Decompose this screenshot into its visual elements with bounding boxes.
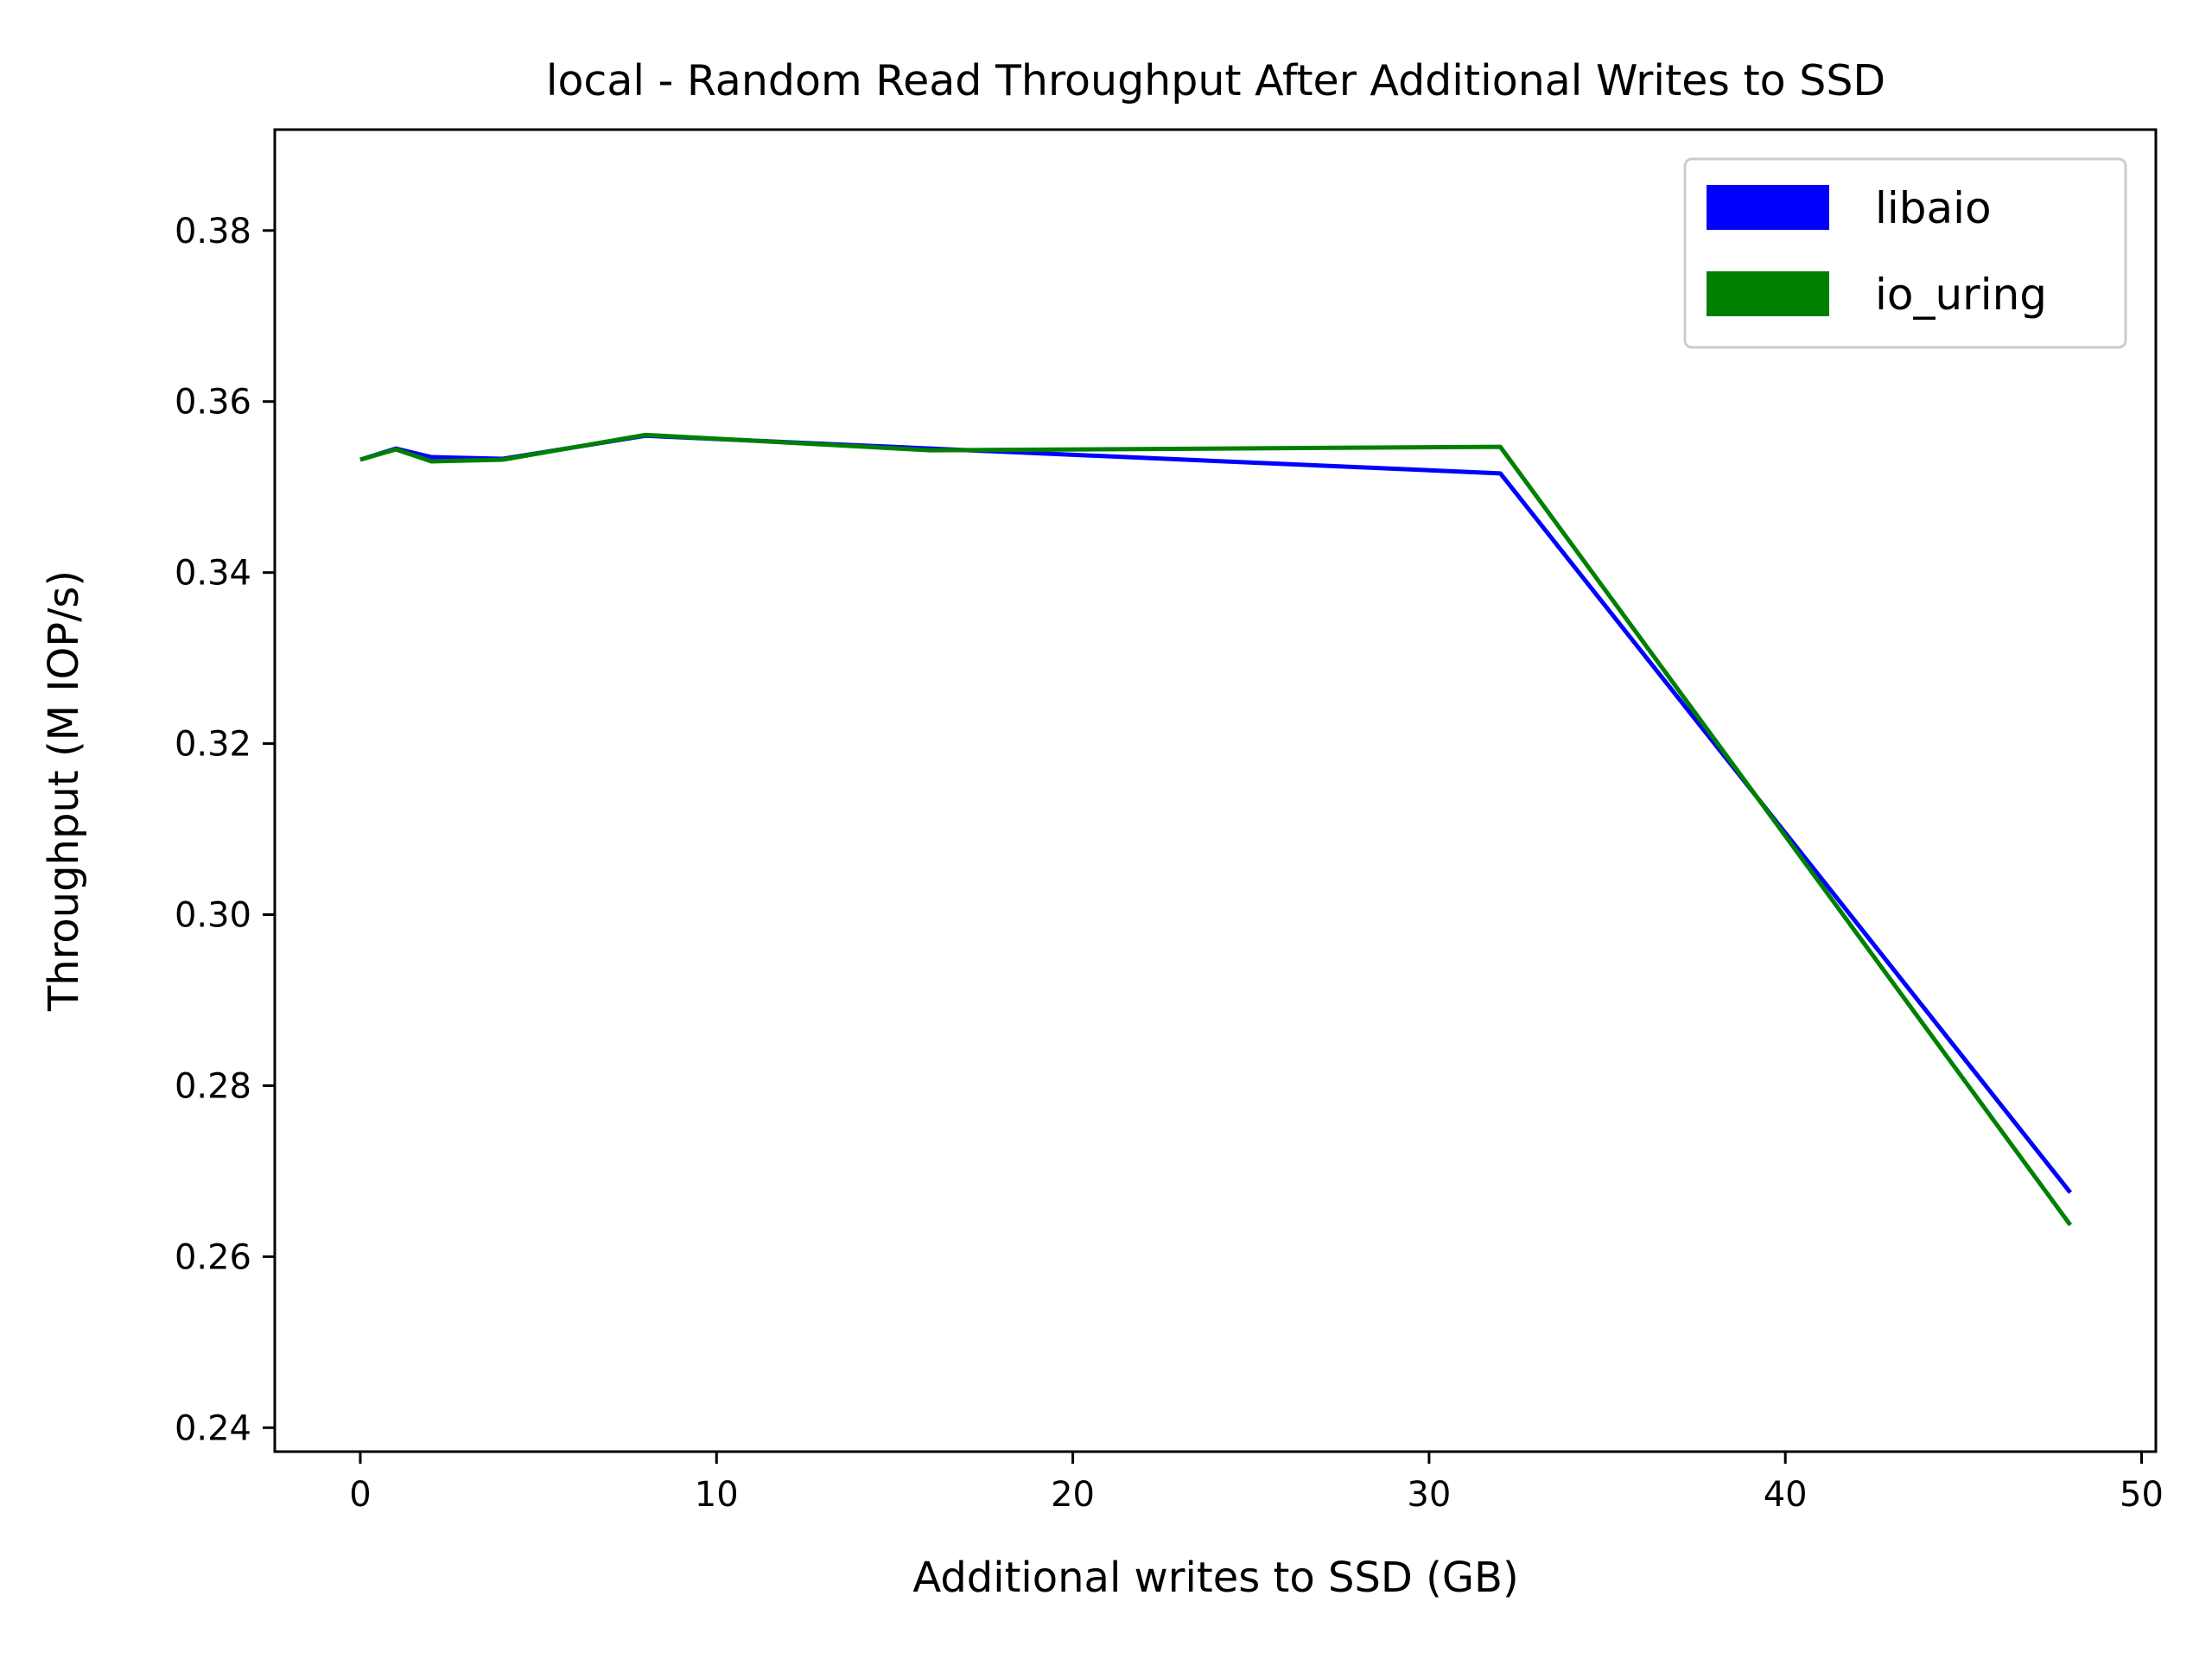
plot-frame <box>273 128 2158 1453</box>
legend-swatch-libaio <box>1707 185 1829 230</box>
x-tick-label: 0 <box>349 1475 371 1515</box>
x-tick-label: 10 <box>695 1475 739 1515</box>
y-tick-label: 0.38 <box>175 212 251 251</box>
y-tick-label: 0.24 <box>175 1408 251 1448</box>
series-layer <box>359 432 2073 1227</box>
y-tick-label: 0.26 <box>175 1237 251 1277</box>
legend-label: io_uring <box>1875 270 2047 320</box>
series-line-io-uring <box>359 432 2073 1227</box>
y-tick-label: 0.36 <box>175 383 251 423</box>
legend-label: libaio <box>1875 183 1992 233</box>
y-axis-label: Throughput (M IOP/s) <box>40 570 88 1012</box>
legend: libaio io_uring <box>1683 157 2127 349</box>
x-axis-label: Additional writes to SSD (GB) <box>912 1554 1518 1602</box>
x-axis: 0 10 20 30 40 50 <box>349 1452 2164 1515</box>
plot-area: 0 10 20 30 40 50 0.24 0.26 0.28 0.30 0.32 0.34 0.36… <box>175 128 2164 1515</box>
y-tick-label: 0.34 <box>175 554 251 594</box>
x-tick-label: 50 <box>2120 1475 2164 1515</box>
y-tick-label: 0.32 <box>175 725 251 765</box>
legend-swatch-io-uring <box>1707 271 1829 316</box>
legend-items: libaio io_uring <box>1707 183 2047 320</box>
x-tick-label: 20 <box>1051 1475 1095 1515</box>
x-tick-label: 40 <box>1764 1475 1808 1515</box>
y-tick-label: 0.28 <box>175 1066 251 1106</box>
y-tick-label: 0.30 <box>175 895 251 935</box>
y-axis: 0.24 0.26 0.28 0.30 0.32 0.34 0.36 0.38 <box>175 212 275 1448</box>
chart-title: local - Random Read Throughput After Add… <box>546 56 1885 105</box>
x-tick-label: 30 <box>1407 1475 1451 1515</box>
